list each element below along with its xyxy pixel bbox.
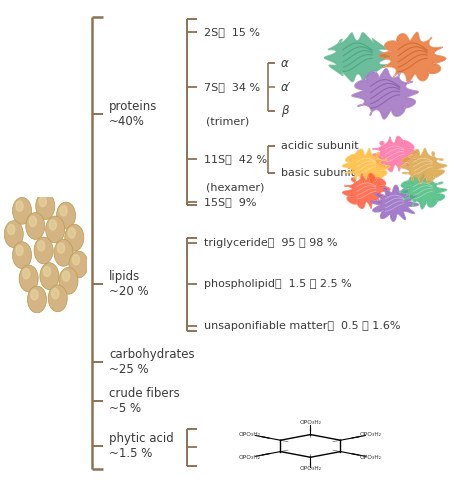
Text: α: α [281,57,289,69]
Text: crude fibers
~5 %: crude fibers ~5 % [109,387,180,415]
Text: acidic subunit: acidic subunit [281,141,359,151]
Text: β: β [281,104,289,117]
Text: basic subunit: basic subunit [281,168,355,177]
Text: lipids
~20 %: lipids ~20 % [109,270,149,298]
Text: 2S：  15 %: 2S： 15 % [204,27,260,36]
Text: 15S：  9%: 15S： 9% [204,197,256,207]
Text: unsaponifiable matter：  0.5 ～ 1.6%: unsaponifiable matter： 0.5 ～ 1.6% [204,321,401,330]
Text: phospholipid：  1.5 ～ 2.5 %: phospholipid： 1.5 ～ 2.5 % [204,279,352,289]
Text: phytic acid
~1.5 %: phytic acid ~1.5 % [109,432,174,460]
Text: 11S：  42 %: 11S： 42 % [204,155,267,164]
Text: (trimer): (trimer) [206,117,249,126]
Text: (hexamer): (hexamer) [206,182,264,192]
Text: α′: α′ [281,81,292,94]
Text: triglyceride：  95 ～ 98 %: triglyceride： 95 ～ 98 % [204,238,337,248]
Text: carbohydrates
~25 %: carbohydrates ~25 % [109,348,195,376]
Text: proteins
~40%: proteins ~40% [109,100,157,128]
Text: 7S：  34 %: 7S： 34 % [204,83,260,92]
